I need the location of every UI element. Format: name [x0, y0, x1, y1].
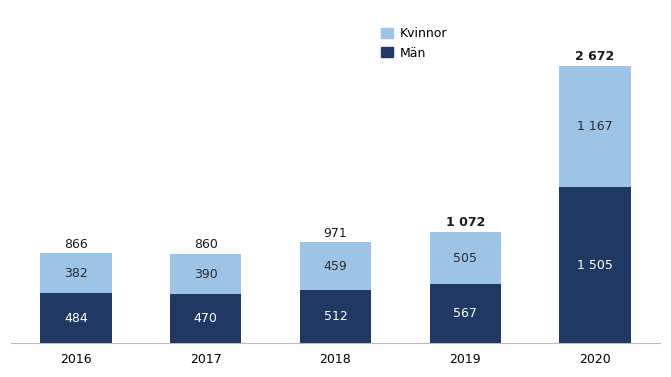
Text: 860: 860 — [194, 238, 217, 251]
Text: 1 505: 1 505 — [577, 259, 613, 271]
Text: 382: 382 — [64, 267, 88, 280]
Bar — [40, 293, 111, 343]
Bar — [300, 242, 371, 290]
Bar — [300, 290, 371, 343]
Text: 470: 470 — [194, 312, 217, 325]
Bar — [429, 284, 501, 343]
Text: 2 672: 2 672 — [576, 50, 615, 63]
Text: 390: 390 — [194, 268, 217, 280]
Bar — [170, 254, 242, 294]
Text: 512: 512 — [323, 310, 348, 323]
Bar — [560, 187, 631, 343]
Legend: Kvinnor, Män: Kvinnor, Män — [380, 27, 447, 60]
Bar — [429, 232, 501, 284]
Text: 484: 484 — [64, 311, 88, 325]
Text: 1 167: 1 167 — [577, 120, 613, 133]
Text: 505: 505 — [453, 251, 477, 265]
Bar — [40, 253, 111, 293]
Bar — [170, 294, 242, 343]
Text: 866: 866 — [64, 238, 88, 251]
Text: 971: 971 — [323, 227, 348, 240]
Text: 1 072: 1 072 — [446, 216, 485, 229]
Text: 567: 567 — [454, 307, 477, 320]
Bar — [560, 66, 631, 187]
Text: 459: 459 — [323, 260, 348, 273]
